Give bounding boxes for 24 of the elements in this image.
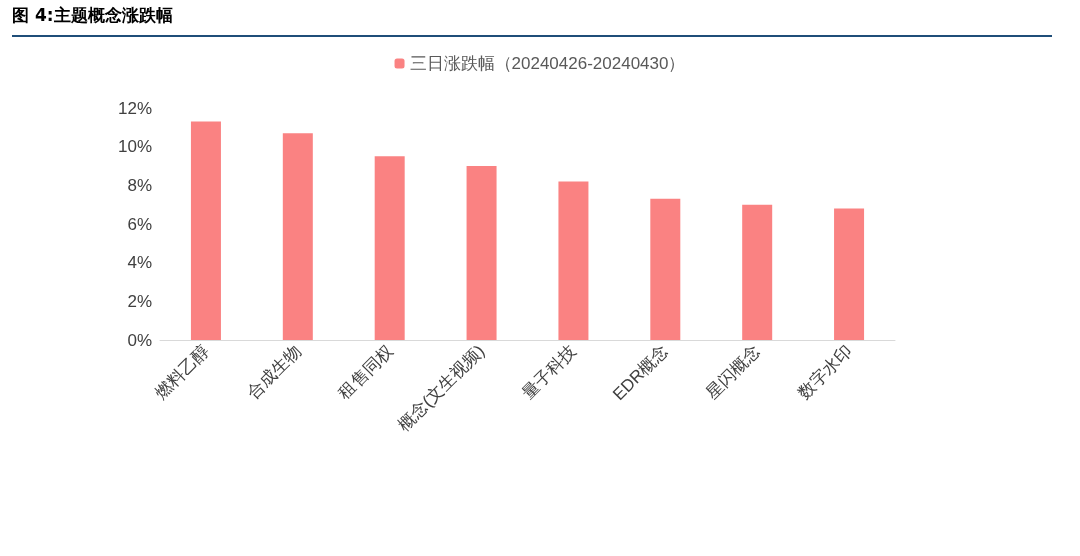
bar <box>282 133 313 340</box>
bar <box>466 166 497 340</box>
x-tick-label: 合成生物 <box>243 341 305 403</box>
bar <box>742 204 773 340</box>
chart-title: 图 4:主题概念涨跌幅 <box>12 4 1052 37</box>
bar <box>650 198 681 340</box>
x-tick-label: 燃料乙醇 <box>151 341 213 403</box>
y-tick-label: 12% <box>117 98 152 118</box>
x-tick-label: 星闪概念 <box>702 341 764 403</box>
y-tick-label: 4% <box>127 253 152 273</box>
x-tick-label: 租售同权 <box>334 341 397 403</box>
y-tick-label: 10% <box>117 137 152 157</box>
bar <box>190 121 221 340</box>
x-tick-label: 数字水印 <box>794 341 856 403</box>
bar <box>834 208 865 340</box>
legend-label: 三日涨跌幅（20240426-20240430） <box>409 54 686 73</box>
y-tick-label: 8% <box>127 175 152 195</box>
y-tick-label: 2% <box>127 291 152 311</box>
bar <box>558 181 589 340</box>
bar <box>374 156 405 340</box>
y-tick-label: 0% <box>127 330 152 350</box>
x-tick-label: 量子科技 <box>518 341 581 403</box>
y-tick-label: 6% <box>127 214 152 234</box>
x-tick-label: 概念(文生视频) <box>394 341 489 435</box>
